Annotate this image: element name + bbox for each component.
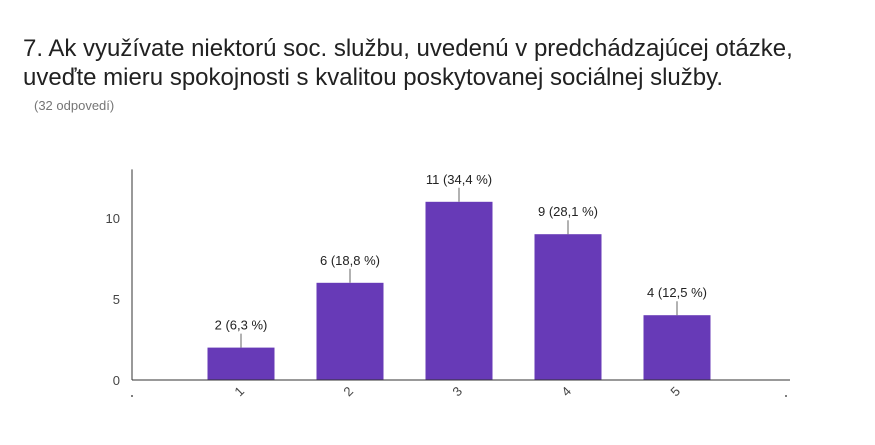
x-tick-label: 4 [558,384,574,400]
data-labels: 2 (6,3 %) 6 (18,8 %) 11 (34,4 %) 9 (28,1 %)… [215,172,707,333]
data-label: 9 (28,1 %) [538,204,598,219]
bar-3 [425,201,493,380]
data-label: 2 (6,3 %) [215,318,268,333]
x-axis-ticks: 1 2 3 4 5 [131,384,787,400]
y-tick-label: 5 [113,292,120,307]
x-axis-end-dot [131,395,133,397]
data-label: 6 (18,8 %) [320,253,380,268]
y-tick-label: 10 [106,211,120,226]
x-tick-label: 5 [667,384,683,400]
x-tick-label: 3 [449,384,465,400]
x-tick-label: 2 [340,384,356,400]
question-title: 7. Ak využívate niektorú soc. službu, uv… [23,35,793,91]
label-leaders [240,187,678,348]
bar-1 [207,347,275,380]
x-axis-end-dot [785,395,787,397]
bars [207,201,711,380]
y-tick-label: 0 [113,373,120,388]
bar-5 [643,315,711,380]
bar-2 [316,282,384,380]
x-tick-label: 1 [231,384,247,400]
response-count: (32 odpovedí) [34,98,115,113]
data-label: 11 (34,4 %) [426,172,492,187]
bar-4 [534,234,602,380]
data-label: 4 (12,5 %) [647,285,707,300]
y-axis-ticks: 0 5 10 [106,211,120,388]
